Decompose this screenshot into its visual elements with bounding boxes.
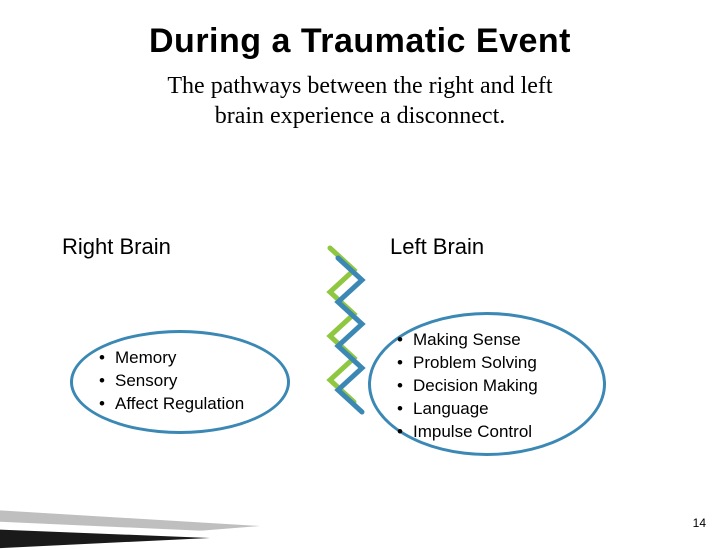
page-number: 14	[693, 516, 706, 530]
list-item: Impulse Control	[397, 421, 581, 444]
right-brain-heading: Right Brain	[62, 234, 171, 260]
right-brain-list: Memory Sensory Affect Regulation	[99, 347, 265, 416]
left-brain-list: Making Sense Problem Solving Decision Ma…	[397, 329, 581, 444]
list-item: Making Sense	[397, 329, 581, 352]
subtitle-line-2: brain experience a disconnect.	[215, 103, 506, 129]
left-brain-bubble: Making Sense Problem Solving Decision Ma…	[368, 312, 606, 456]
slide-subtitle: The pathways between the right and left …	[0, 71, 720, 131]
left-brain-heading: Left Brain	[390, 234, 484, 260]
right-brain-bubble: Memory Sensory Affect Regulation	[70, 330, 290, 434]
list-item: Decision Making	[397, 375, 581, 398]
list-item: Problem Solving	[397, 352, 581, 375]
slide-title: During a Traumatic Event	[0, 0, 720, 61]
list-item: Memory	[99, 347, 265, 370]
zigzag-connector-icon	[308, 244, 378, 424]
list-item: Sensory	[99, 370, 265, 393]
subtitle-line-1: The pathways between the right and left	[167, 73, 552, 99]
list-item: Affect Regulation	[99, 393, 265, 416]
list-item: Language	[397, 398, 581, 421]
